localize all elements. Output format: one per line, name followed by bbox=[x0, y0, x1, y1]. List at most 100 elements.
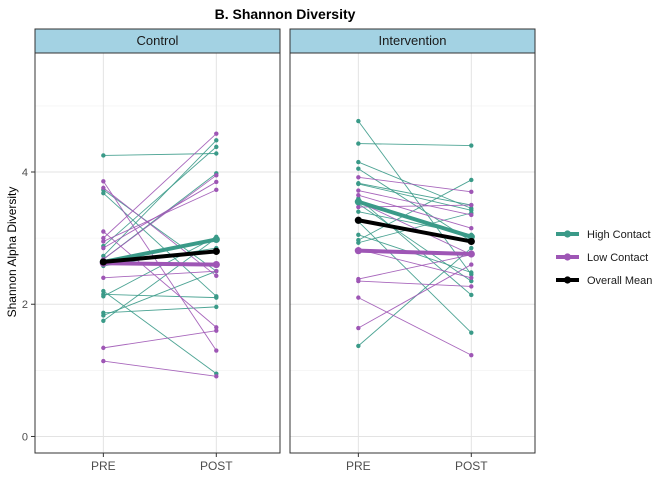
individual-point bbox=[469, 330, 474, 335]
mean-line bbox=[103, 261, 217, 267]
individual-point bbox=[214, 304, 219, 310]
individual-point bbox=[101, 190, 106, 196]
individual-line bbox=[103, 290, 217, 375]
individual-point bbox=[214, 374, 219, 379]
individual-point bbox=[101, 253, 106, 259]
individual-series bbox=[101, 268, 219, 318]
mean-point bbox=[467, 237, 475, 246]
individual-point bbox=[101, 235, 106, 241]
individual-line bbox=[103, 133, 217, 239]
individual-line bbox=[358, 190, 472, 216]
legend: High Contact Low Contact Overall Mean bbox=[556, 229, 652, 287]
individual-point bbox=[469, 275, 474, 280]
y-tick-label: 2 bbox=[22, 299, 28, 311]
individual-line bbox=[103, 174, 217, 260]
individual-line bbox=[358, 194, 472, 229]
individual-line bbox=[358, 248, 472, 279]
individual-series bbox=[101, 187, 219, 244]
individual-point bbox=[356, 204, 361, 210]
legend-item-mean: Overall Mean bbox=[556, 275, 652, 287]
individual-point bbox=[214, 151, 219, 156]
individual-point bbox=[356, 325, 361, 331]
individual-point bbox=[101, 153, 106, 158]
legend-label: High Contact bbox=[587, 229, 651, 241]
individual-series bbox=[101, 185, 219, 279]
individual-series bbox=[356, 278, 474, 289]
individual-line bbox=[103, 360, 217, 377]
individual-point bbox=[356, 188, 361, 193]
facet-strip bbox=[289, 28, 536, 54]
individual-point bbox=[356, 343, 361, 349]
individual-point bbox=[356, 118, 361, 124]
individual-point bbox=[469, 284, 474, 289]
individual-point bbox=[214, 328, 219, 333]
individual-point bbox=[356, 159, 361, 165]
individual-point bbox=[469, 245, 474, 251]
individual-point bbox=[214, 179, 219, 185]
legend-item-low: Low Contact bbox=[556, 252, 648, 264]
individual-point bbox=[214, 138, 219, 143]
individual-line bbox=[103, 293, 217, 299]
individual-point bbox=[101, 239, 106, 244]
individual-point bbox=[214, 144, 219, 150]
individual-point bbox=[214, 268, 219, 274]
panel-border bbox=[34, 52, 281, 454]
individual-point bbox=[469, 202, 474, 208]
individual-point bbox=[356, 209, 361, 214]
individual-point bbox=[101, 294, 106, 299]
x-tick-label: POST bbox=[200, 459, 233, 473]
individual-line bbox=[103, 330, 217, 349]
individual-line bbox=[358, 143, 472, 147]
individual-line bbox=[358, 264, 472, 329]
individual-point bbox=[214, 348, 219, 353]
mean-line bbox=[357, 199, 472, 239]
individual-point bbox=[469, 292, 474, 298]
mean-series-low bbox=[354, 247, 475, 258]
individual-point bbox=[356, 141, 361, 146]
individual-series bbox=[356, 245, 474, 349]
individual-line bbox=[103, 146, 217, 247]
individual-series bbox=[356, 201, 474, 284]
individual-line bbox=[358, 201, 472, 256]
x-tick-label: POST bbox=[455, 459, 488, 473]
individual-point bbox=[101, 358, 106, 364]
individual-point bbox=[214, 187, 219, 193]
individual-line bbox=[103, 189, 217, 242]
individual-line bbox=[358, 198, 472, 296]
individual-line bbox=[358, 203, 472, 282]
legend-item-high: High Contact bbox=[556, 229, 651, 241]
mean-series-high bbox=[354, 198, 475, 241]
panel-border bbox=[289, 52, 536, 454]
individual-series bbox=[356, 188, 474, 218]
x-tick-label: PRE bbox=[346, 459, 371, 473]
mean-point bbox=[212, 260, 220, 269]
individual-point bbox=[469, 177, 474, 183]
y-tick-label: 0 bbox=[22, 431, 28, 443]
individual-point bbox=[214, 295, 219, 300]
individual-line bbox=[103, 187, 217, 277]
individual-point bbox=[101, 229, 106, 234]
individual-line bbox=[358, 247, 472, 347]
mean-series-mean bbox=[99, 247, 220, 266]
individual-series bbox=[356, 175, 474, 195]
individual-line bbox=[358, 280, 472, 287]
individual-line bbox=[358, 183, 472, 211]
individual-series bbox=[101, 358, 219, 379]
y-tick-label: 4 bbox=[22, 167, 28, 179]
legend-label: Low Contact bbox=[587, 252, 648, 264]
facet-panels: Control PRE POST Intervention PRE POST bbox=[34, 28, 536, 473]
individual-point bbox=[101, 318, 106, 323]
individual-point bbox=[214, 173, 219, 178]
y-axis: 0 2 4 bbox=[22, 167, 35, 443]
mean-point bbox=[212, 247, 220, 255]
mean-line bbox=[358, 248, 472, 256]
individual-series bbox=[356, 262, 474, 331]
individual-point bbox=[101, 245, 106, 251]
individual-point bbox=[214, 273, 219, 279]
individual-series bbox=[101, 268, 219, 280]
individual-point bbox=[469, 212, 474, 218]
individual-series bbox=[101, 138, 219, 259]
individual-line bbox=[358, 161, 472, 209]
individual-line bbox=[358, 179, 472, 241]
